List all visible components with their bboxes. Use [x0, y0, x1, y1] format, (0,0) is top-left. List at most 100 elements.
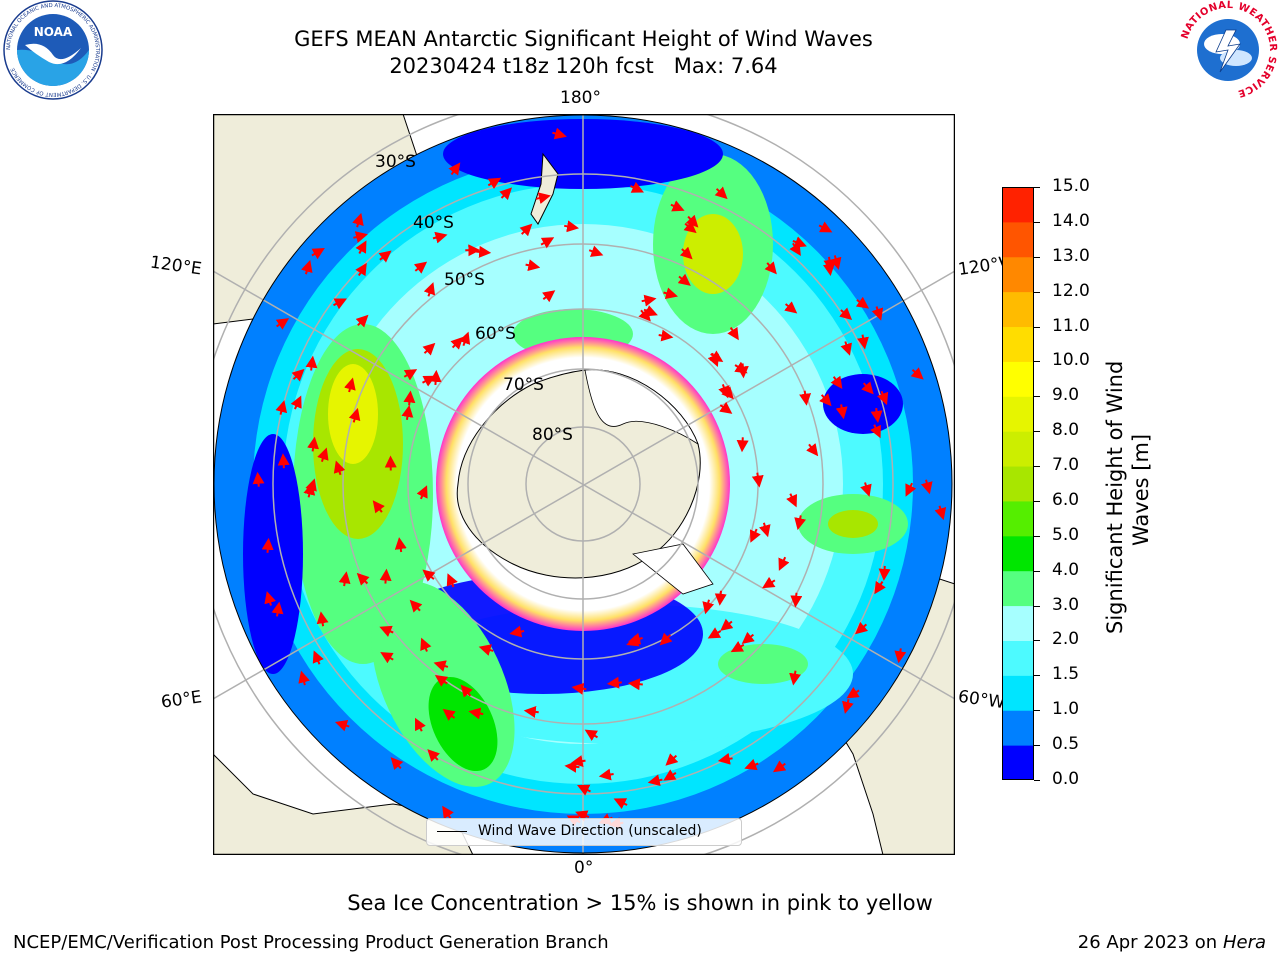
wind-wave-arrow	[871, 306, 884, 321]
wind-wave-arrow	[356, 572, 370, 586]
wind-wave-arrow	[333, 460, 346, 476]
wind-wave-arrow	[839, 307, 853, 321]
lat-label-60s: 60°S	[475, 324, 516, 344]
wind-wave-arrow	[429, 369, 442, 385]
colorbar-tick-mark	[1034, 535, 1040, 537]
colorbar-tick-mark	[1034, 326, 1040, 328]
colorbar-tick-mark	[1034, 500, 1040, 502]
wind-wave-arrow	[894, 648, 907, 664]
wind-wave-arrow	[394, 537, 407, 553]
polar-map: 180° 0° 120°E 60°E 120°W 60°W 30°S 40°S …	[149, 88, 1017, 878]
colorbar-tick-label: 4.0	[1052, 559, 1080, 580]
wind-wave-arrow	[714, 590, 727, 606]
map-frame	[213, 114, 955, 855]
noaa-logo-text: NOAA	[34, 25, 73, 39]
wind-wave-arrow	[663, 769, 677, 781]
wind-wave-arrow	[468, 707, 484, 720]
wind-wave-arrow	[355, 240, 367, 254]
wind-wave-arrow	[842, 699, 854, 714]
wind-wave-arrow	[571, 682, 587, 695]
wind-wave-arrow	[855, 621, 869, 635]
wind-wave-arrow	[261, 537, 274, 553]
wind-wave-arrow	[290, 395, 302, 410]
wind-wave-arrow	[433, 660, 449, 672]
wind-wave-arrow	[806, 443, 819, 457]
wind-wave-arrow	[720, 618, 734, 631]
wind-wave-arrow	[487, 177, 502, 190]
wind-wave-arrow	[378, 250, 392, 263]
wind-wave-arrow	[638, 308, 651, 322]
wind-wave-arrow	[372, 500, 385, 514]
wind-wave-arrow	[588, 245, 604, 257]
title-line-2: 20230424 t18z 120h fcst Max: 7.64	[389, 54, 778, 78]
wind-wave-arrow	[542, 290, 556, 303]
lat-label-70s: 70°S	[503, 375, 544, 395]
colorbar-segment	[1002, 221, 1034, 258]
wind-wave-arrow	[434, 674, 449, 687]
wind-wave-arrow	[576, 784, 591, 796]
wind-wave-arrow	[685, 214, 699, 228]
wind-wave-arrow	[736, 363, 749, 379]
lat-label-50s: 50°S	[444, 270, 485, 290]
wind-wave-arrow	[264, 591, 276, 606]
wind-wave-arrow	[564, 760, 580, 773]
wind-wave-arrow	[641, 294, 657, 307]
wind-wave-arrow	[702, 599, 715, 615]
wind-wave-arrow	[822, 261, 835, 277]
noaa-logo: NATIONAL OCEANIC AND ATMOSPHERIC ADMINIS…	[3, 0, 103, 100]
wind-wave-arrow	[575, 810, 590, 822]
wind-wave-arrow	[819, 393, 832, 407]
wind-wave-arrow	[905, 482, 917, 497]
colorbar-tick-label: 0.0	[1052, 769, 1080, 789]
colorbar-tick-mark	[1034, 291, 1040, 293]
colorbar-tick-label: 8.0	[1052, 420, 1080, 441]
wind-wave-arrow	[835, 404, 848, 420]
wind-wave-arrow	[348, 407, 361, 423]
wind-wave-arrow	[409, 599, 423, 613]
colorbar-tick-mark	[1034, 221, 1040, 223]
wind-wave-arrow	[606, 676, 622, 689]
wind-wave-arrow	[427, 749, 440, 762]
colorbar-segment	[1002, 745, 1034, 780]
wind-wave-arrow	[584, 729, 599, 741]
wind-wave-arrow	[333, 298, 347, 310]
wind-wave-arrow	[422, 375, 436, 387]
wind-wave-arrow	[630, 181, 645, 193]
wind-wave-arrow	[861, 381, 874, 395]
wind-wave-arrow	[799, 390, 812, 406]
colorbar-tick-mark	[1034, 361, 1040, 363]
colorbar-tick-label: 11.0	[1052, 315, 1090, 336]
wind-wave-arrow	[665, 753, 679, 766]
colorbar-segment	[1002, 291, 1034, 328]
sea-ice-note: Sea Ice Concentration > 15% is shown in …	[347, 891, 933, 915]
wind-wave-arrow	[275, 318, 290, 330]
wind-wave-arrow	[275, 400, 288, 415]
wind-wave-arrow	[718, 384, 730, 399]
colorbar-tick-label: 10.0	[1052, 350, 1090, 371]
wind-wave-arrow	[277, 453, 290, 469]
colorbar-tick-label: 14.0	[1052, 210, 1090, 231]
lon-label-0: 0°	[574, 858, 594, 878]
wind-wave-arrow	[552, 127, 567, 140]
wind-wave-arrow	[403, 369, 418, 381]
wind-wave-arrow	[627, 678, 643, 691]
wind-wave-arrow	[734, 361, 748, 374]
wind-wave-arrow	[379, 568, 392, 584]
wind-wave-arrow	[311, 248, 325, 260]
wind-wave-arrow	[355, 262, 367, 277]
wind-wave-arrow	[830, 375, 843, 390]
colorbar-frame	[1002, 187, 1034, 780]
wind-wave-arrow	[312, 650, 324, 665]
antarctic-ice-shelf	[584, 369, 699, 446]
wind-wave-arrow	[877, 390, 889, 406]
colorbar-tick-mark	[1034, 256, 1040, 258]
wave-band-low-c	[823, 374, 903, 434]
wind-wave-arrow	[422, 569, 436, 582]
wind-wave-arrow	[458, 331, 471, 347]
colorbar-tick-label: 1.5	[1052, 664, 1080, 685]
colorbar-tick-mark	[1034, 431, 1040, 433]
wave-band-low-d	[243, 434, 303, 674]
colorbar-tick-label: 1.0	[1052, 699, 1080, 720]
wind-wave-arrow	[744, 758, 759, 771]
wind-wave-arrow	[741, 631, 755, 644]
